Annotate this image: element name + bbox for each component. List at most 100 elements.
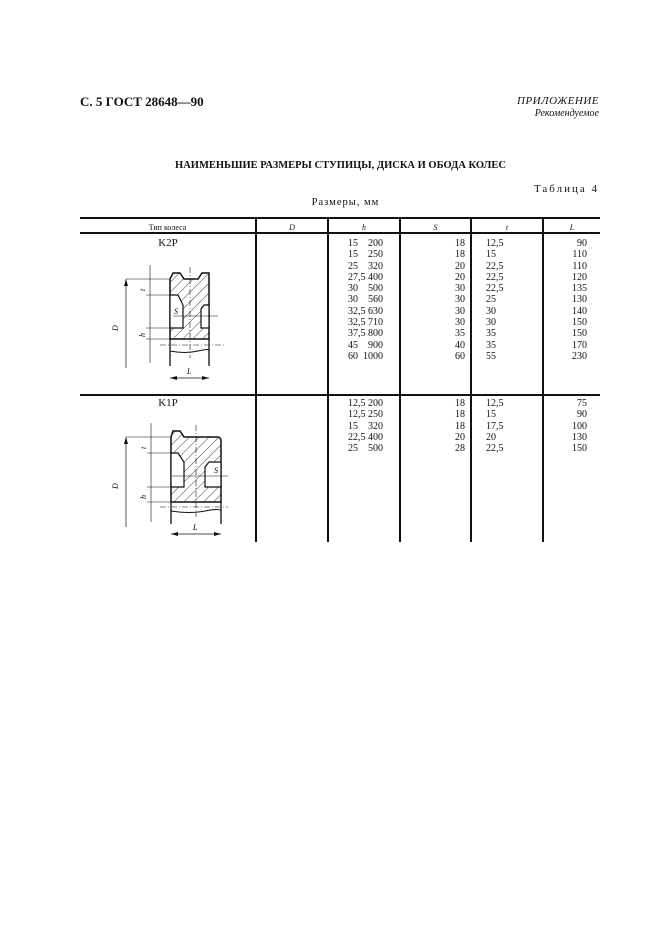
- header-type: Тип колеса: [148, 223, 187, 232]
- dim-label-L: L: [186, 367, 192, 376]
- group-divider: [80, 394, 600, 396]
- cell-L: 110: [572, 260, 587, 272]
- cell-L: 150: [572, 328, 587, 340]
- cell-t: 22,5: [486, 271, 504, 283]
- cell-S: 35: [455, 328, 465, 340]
- cell-D: 200: [368, 238, 383, 249]
- cell-D: 400: [368, 271, 383, 283]
- dim-label-L: L: [192, 523, 198, 532]
- cell-L: 150: [572, 443, 587, 455]
- cell-L: 90: [577, 238, 587, 249]
- cell-S: 30: [455, 283, 465, 295]
- column-h-values: 12,5 12,5 15 22,5 25: [348, 398, 366, 454]
- column-L-values: 75 90 100 130 150: [572, 398, 587, 454]
- cell-h: 27,5: [348, 271, 366, 283]
- wheel-type-k2p: K2P: [158, 237, 178, 249]
- cell-t: 12,5: [486, 238, 504, 249]
- cell-D: 250: [368, 249, 383, 261]
- cell-t: 30: [486, 317, 496, 329]
- cell-D: 710: [368, 317, 383, 329]
- cell-h: 60: [348, 350, 358, 362]
- column-h-values: 15 15 25 27,5 30 30 32,5 32,5 37,5 45 60: [348, 238, 366, 362]
- header-D: D: [289, 223, 295, 232]
- cell-L: 130: [572, 431, 587, 443]
- column-D-values: 200 250 320 400 500 560 630 710 800 900 1000: [363, 238, 383, 362]
- cell-h: 12,5: [348, 409, 366, 421]
- header-rule: [80, 232, 600, 234]
- header-L: L: [569, 223, 575, 232]
- dim-label-D: D: [111, 483, 120, 490]
- cell-t: 22,5: [486, 443, 504, 455]
- cell-h: 37,5: [348, 328, 366, 340]
- column-divider: [399, 217, 401, 542]
- cell-D: 200: [368, 398, 383, 409]
- table-title: НАИМЕНЬШИЕ РАЗМЕРЫ СТУПИЦЫ, ДИСКА И ОБОД…: [175, 160, 506, 171]
- cell-t: 30: [486, 305, 496, 317]
- cell-h: 25: [348, 443, 358, 455]
- dim-label-D: D: [111, 325, 120, 332]
- cell-D: 560: [368, 294, 383, 306]
- cell-D: 900: [368, 339, 383, 351]
- cell-S: 18: [455, 409, 465, 421]
- cell-h: 25: [348, 260, 358, 272]
- cell-S: 18: [455, 420, 465, 432]
- cell-L: 100: [572, 420, 587, 432]
- dim-label-h: h: [138, 333, 147, 337]
- appendix-status: Рекомендуемое: [534, 108, 599, 119]
- cell-t: 35: [486, 328, 496, 340]
- cell-h: 32,5: [348, 317, 366, 329]
- cell-D: 800: [368, 328, 383, 340]
- cell-t: 22,5: [486, 260, 504, 272]
- cell-L: 130: [572, 294, 587, 306]
- dim-label-h: h: [139, 495, 148, 499]
- cell-S: 40: [455, 339, 465, 351]
- cell-L: 120: [572, 271, 587, 283]
- cell-L: 150: [572, 317, 587, 329]
- header-t: t: [505, 223, 509, 232]
- column-t-values: 12,5 15 17,5 20 22,5: [486, 398, 504, 454]
- table-top-rule: [80, 217, 600, 219]
- column-divider: [327, 217, 329, 542]
- wheel-type-k1p: K1P: [158, 397, 178, 409]
- cell-h: 45: [348, 339, 358, 351]
- dimensions-table: Тип колеса D h S t L K2P K1P D t h S L: [80, 217, 600, 542]
- cell-h: 15: [348, 249, 358, 261]
- column-divider: [470, 217, 472, 542]
- cell-t: 55: [486, 350, 496, 362]
- appendix-label: ПРИЛОЖЕНИЕ: [517, 95, 599, 107]
- cell-L: 75: [577, 398, 587, 409]
- cell-L: 170: [572, 339, 587, 351]
- header-h: h: [362, 223, 366, 232]
- cell-t: 15: [486, 409, 496, 421]
- table-number: Таблица 4: [533, 183, 599, 195]
- column-t-values: 12,5 15 22,5 22,5 22,5 25 30 30 35 35 55: [486, 238, 504, 362]
- cell-S: 20: [455, 271, 465, 283]
- cell-S: 20: [455, 260, 465, 272]
- cell-L: 135: [572, 283, 587, 295]
- cell-t: 25: [486, 294, 496, 306]
- dim-label-S: S: [174, 307, 178, 316]
- cell-t: 35: [486, 339, 496, 351]
- dim-label-t: t: [139, 446, 148, 449]
- cell-D: 500: [368, 443, 383, 455]
- cell-S: 18: [455, 249, 465, 261]
- table-units: Размеры, мм: [311, 197, 380, 208]
- cell-h: 15: [348, 420, 358, 432]
- cell-t: 17,5: [486, 420, 504, 432]
- k2p-wheel-section-drawing: D t h S L: [111, 265, 225, 380]
- header-S: S: [433, 223, 438, 232]
- cell-D: 250: [368, 409, 383, 421]
- cell-D: 400: [368, 431, 383, 443]
- cell-S: 18: [455, 398, 465, 409]
- cell-h: 30: [348, 294, 358, 306]
- cell-S: 30: [455, 294, 465, 306]
- cell-S: 20: [455, 431, 465, 443]
- cell-t: 12,5: [486, 398, 504, 409]
- cell-L: 90: [577, 409, 587, 421]
- cell-S: 18: [455, 238, 465, 249]
- cell-L: 230: [572, 350, 587, 362]
- cell-h: 30: [348, 283, 358, 295]
- cell-D: 320: [368, 420, 383, 432]
- dim-label-S: S: [214, 466, 218, 475]
- column-D-values: 200 250 320 400 500: [368, 398, 383, 454]
